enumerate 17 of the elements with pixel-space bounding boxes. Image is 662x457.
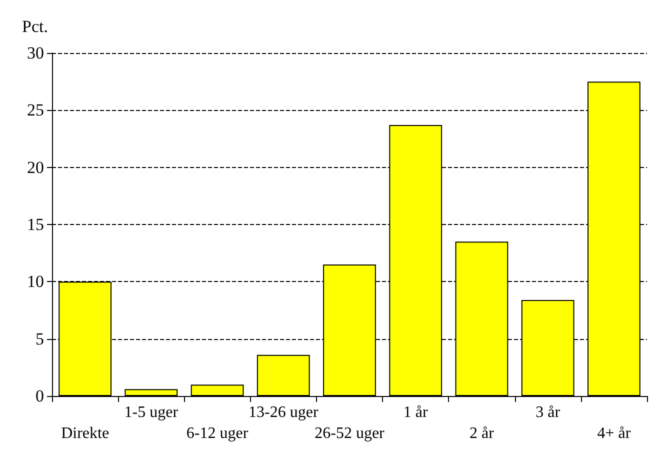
- x-tick-label: 2 år: [470, 425, 495, 442]
- y-tick-label: 15: [27, 215, 44, 234]
- x-tick-label: 1-5 uger: [124, 404, 179, 421]
- y-axis-title: Pct.: [22, 17, 48, 36]
- y-tick-label: 5: [36, 329, 44, 348]
- x-tick-label: 13-26 uger: [248, 404, 319, 421]
- x-tick-label: 6-12 uger: [186, 425, 249, 442]
- y-tick-label: 0: [36, 386, 44, 406]
- x-tick-label: 3 år: [536, 404, 561, 421]
- y-tick-label: 20: [27, 158, 44, 177]
- x-tick-label: 26-52 uger: [314, 425, 386, 442]
- y-tick-label: 30: [27, 44, 44, 62]
- x-tick-label: 1 år: [403, 404, 428, 421]
- y-tick-label: 25: [27, 100, 44, 120]
- x-tick-label: 4+ år: [597, 425, 632, 442]
- x-tick-label: Direkte: [61, 425, 110, 442]
- y-tick-label: 10: [27, 272, 44, 292]
